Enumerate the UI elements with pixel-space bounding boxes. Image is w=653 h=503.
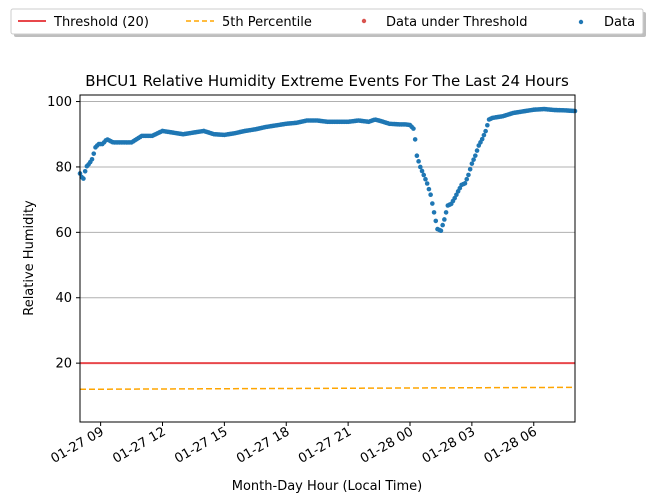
data-point — [411, 126, 416, 131]
reference-lines — [79, 362, 576, 391]
data-point — [419, 168, 425, 174]
data-point — [424, 181, 430, 186]
data-point — [454, 192, 459, 198]
data-point — [485, 122, 490, 128]
data-point — [433, 218, 439, 224]
gridlines — [80, 101, 575, 364]
legend-data-label: Data — [604, 15, 635, 30]
data-point — [471, 157, 476, 162]
legend-box — [10, 8, 644, 35]
data-point — [89, 157, 95, 162]
data-points — [77, 106, 578, 233]
data-point — [412, 137, 418, 142]
data-point — [467, 166, 473, 172]
legend-under-threshold-swatch — [361, 18, 367, 24]
data-point — [483, 128, 488, 134]
x-tick-label: 01-27 15 — [172, 424, 230, 466]
x-tick-label: 01-27 18 — [234, 424, 292, 466]
x-tick-label: 01-28 06 — [482, 424, 540, 466]
percentile-line — [79, 386, 576, 391]
data-point — [438, 228, 444, 233]
data-point — [443, 210, 449, 215]
y-tick-label: 80 — [55, 160, 72, 175]
data-point — [430, 201, 435, 206]
y-tick-label: 100 — [47, 95, 72, 110]
data-point — [442, 217, 447, 222]
data-point — [421, 172, 427, 178]
data-point — [418, 164, 423, 170]
y-tick-label: 20 — [55, 357, 72, 372]
data-point — [479, 136, 485, 142]
data-point — [91, 151, 97, 156]
data-point — [81, 176, 86, 181]
legend-under-threshold-label: Data under Threshold — [386, 15, 527, 30]
y-axis: 20 40 60 80 100 — [47, 95, 80, 372]
data-point — [428, 192, 433, 198]
data-point — [452, 195, 457, 201]
x-tick-label: 01-28 03 — [420, 424, 478, 466]
x-axis: 01-27 09 01-27 12 01-27 15 01-27 18 01-27 21… — [49, 422, 540, 467]
x-axis-title: Month-Day Hour (Local Time) — [232, 479, 422, 494]
data-point — [466, 172, 471, 178]
data-point — [440, 222, 445, 228]
x-tick-label: 01-27 12 — [110, 424, 168, 466]
plot-frame — [79, 94, 576, 423]
data-point — [464, 176, 470, 182]
legend: Threshold (20) 5th Percentile Data under… — [10, 8, 646, 37]
data-point — [423, 176, 428, 182]
data-point — [462, 181, 468, 186]
data-point — [469, 161, 475, 166]
data-point — [481, 132, 487, 138]
x-tick-label: 01-27 09 — [49, 424, 107, 466]
x-tick-label: 01-27 21 — [296, 424, 354, 466]
data-point — [426, 186, 432, 192]
chart-title: BHCU1 Relative Humidity Extreme Events F… — [85, 72, 569, 90]
y-axis-title: Relative Humidity — [22, 200, 37, 316]
data-point — [431, 210, 437, 215]
legend-threshold-label: Threshold (20) — [53, 15, 149, 30]
data-point — [82, 169, 88, 174]
legend-percentile-label: 5th Percentile — [222, 15, 312, 30]
y-tick-label: 40 — [55, 291, 72, 306]
data-point — [473, 153, 478, 158]
x-tick-label: 01-28 00 — [358, 424, 416, 466]
legend-data-swatch — [578, 19, 584, 25]
y-tick-label: 60 — [55, 226, 72, 241]
data-point — [414, 153, 420, 159]
data-point — [474, 148, 480, 153]
data-point — [416, 159, 421, 164]
